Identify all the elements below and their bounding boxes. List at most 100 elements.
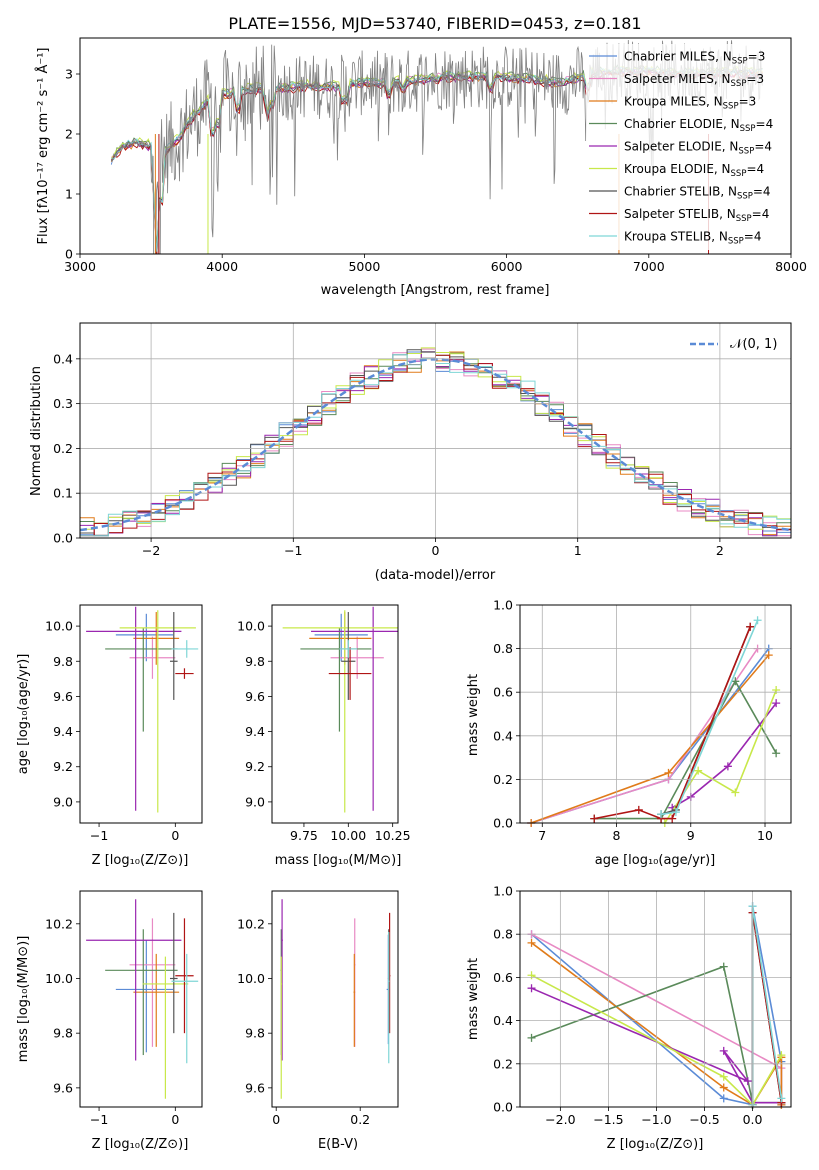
x-tick-label: 10.00 <box>330 828 366 843</box>
weight-vs-age-xlabel: age [log₁₀(age/yr)] <box>595 853 716 868</box>
y-tick-label: 10.2 <box>45 916 73 931</box>
weight-vs-Z-axes: −2.0 −1.5 −1.0 −0.5 0.0 0.0 0.2 0.4 0.6 0.8 1.0 <box>493 884 792 1127</box>
legend-subscript: SSP <box>737 192 753 202</box>
mass-vs-ebv-plot-area <box>280 899 391 1099</box>
legend-subscript: SSP <box>728 237 744 247</box>
weight-marker-chabrier-elodie <box>731 677 740 686</box>
x-tick-label: 9 <box>687 828 695 843</box>
x-tick-label: 6000 <box>491 259 523 274</box>
x-tick-label: 8 <box>613 828 621 843</box>
weight-marker-salpeter-stelib <box>634 805 643 814</box>
x-tick-label: −1 <box>90 828 108 843</box>
age-vs-mass-panel: 9.75 10.00 10.25 9.0 9.2 9.4 9.6 9.8 10.0 mass [… <box>237 604 411 868</box>
legend-subscript: SSP <box>736 214 752 224</box>
y-tick-label: 9.6 <box>245 1080 265 1095</box>
y-tick-label: 0.6 <box>493 970 513 985</box>
weight-marker-kroupa-stelib <box>671 808 680 817</box>
residuals-legend: 𝒩(0, 1) <box>690 337 777 352</box>
age-vs-Z-ylabel: age [log₁₀(age/yr)] <box>16 654 31 775</box>
x-tick-label: 0.0 <box>743 1112 763 1127</box>
y-tick-label: 0.4 <box>53 351 73 366</box>
mass-vs-ebv-panel: 0 0.2 9.6 9.8 10.0 10.2 E(B-V) <box>237 890 399 1152</box>
y-tick-label: 10.0 <box>237 619 265 634</box>
weight-marker-chabrier-elodie <box>772 749 781 758</box>
mass-vs-Z-ylabel: mass [log₁₀(M/M⊙)] <box>16 936 31 1063</box>
legend-label-salpeter-stelib: Salpeter STELIB, NSSP=4 <box>624 207 769 224</box>
y-tick-label: 0.2 <box>493 1056 513 1071</box>
y-tick-label: 1.0 <box>493 598 513 613</box>
age-vs-Z-axes: −1 0 9.0 9.2 9.4 9.6 9.8 10.0 <box>45 604 203 843</box>
mass-vs-ebv-axes: 0 0.2 9.6 9.8 10.0 10.2 <box>237 890 399 1127</box>
x-tick-label: −0.5 <box>689 1112 719 1127</box>
y-tick-label: 10.0 <box>45 619 73 634</box>
y-tick-label: 0.8 <box>493 927 513 942</box>
weight-marker-kroupa-elodie <box>772 686 781 695</box>
weight-marker-chabrier-elodie <box>527 1033 536 1042</box>
legend-subscript: SSP <box>723 102 739 112</box>
spectrum-axes: 3000 4000 5000 6000 7000 8000 0 1 2 3 <box>64 37 807 274</box>
y-tick-label: 0.0 <box>53 531 73 546</box>
age-vs-mass-axes: 9.75 10.00 10.25 9.0 9.2 9.4 9.6 9.8 10.0 <box>237 604 411 843</box>
mass-vs-Z-panel: −1 0 9.6 9.8 10.0 10.2 Z [log₁₀(Z/Z⊙)] mass [… <box>16 890 203 1152</box>
residuals-ylabel: Normed distribution <box>29 366 44 496</box>
y-tick-label: 1.0 <box>493 884 513 899</box>
x-tick-label: 9.75 <box>290 828 318 843</box>
weight-marker-salpeter-elodie <box>527 984 536 993</box>
weight-line-salpeter-stelib <box>751 912 783 1105</box>
legend-label-salpeter-miles: Salpeter MILES, NSSP=3 <box>624 72 764 89</box>
legend-normal-label: 𝒩(0, 1) <box>730 337 777 352</box>
y-tick-label: 10.0 <box>45 971 73 986</box>
x-tick-label: 8000 <box>775 259 807 274</box>
weight-line-chabrier-elodie <box>594 679 777 820</box>
y-tick-label: 10.2 <box>237 916 265 931</box>
weight-marker-kroupa-stelib <box>753 616 762 625</box>
y-tick-label: 9.4 <box>53 724 73 739</box>
y-tick-label: 0.4 <box>493 1013 513 1028</box>
y-tick-label: 9.0 <box>53 794 73 809</box>
weight-line-chabrier-stelib <box>660 626 751 816</box>
legend-value: =3 <box>746 72 764 86</box>
legend-subscript: SSP <box>731 79 747 89</box>
y-tick-label: 0.8 <box>493 641 513 656</box>
y-tick-label: 3 <box>65 67 73 82</box>
y-tick-label: 0.3 <box>53 396 73 411</box>
weight-marker-salpeter-elodie <box>743 1077 752 1086</box>
x-tick-label: 0 <box>432 543 440 558</box>
y-tick-label: 1 <box>65 187 73 202</box>
weight-line-kroupa-stelib <box>660 619 759 816</box>
x-tick-label: 2 <box>716 543 724 558</box>
axes-frame <box>79 890 203 1108</box>
legend-value: =4 <box>752 207 770 221</box>
weight-marker-salpeter-stelib <box>590 814 599 823</box>
y-tick-label: 9.6 <box>53 689 73 704</box>
y-tick-label: 9.2 <box>53 759 73 774</box>
y-tick-label: 9.4 <box>245 724 265 739</box>
spectrum-ylabel: Flux [fλ10⁻¹⁷ erg cm⁻² s⁻¹ Å⁻¹] <box>35 48 51 245</box>
y-tick-label: 9.2 <box>245 759 265 774</box>
weight-line-kroupa-miles <box>530 654 770 824</box>
weight-vs-age-ylabel: mass weight <box>466 674 481 756</box>
legend-value: =4 <box>746 162 764 176</box>
x-tick-label: 4000 <box>206 259 238 274</box>
y-tick-label: 9.6 <box>245 689 265 704</box>
age-vs-mass-plot-area <box>282 606 398 813</box>
x-tick-label: 7 <box>538 828 546 843</box>
weight-marker-chabrier-miles <box>719 1094 728 1103</box>
legend-value: =3 <box>739 95 757 109</box>
y-tick-label: 9.8 <box>53 1026 73 1041</box>
x-tick-label: 1 <box>574 543 582 558</box>
age-vs-Z-panel: −1 0 9.0 9.2 9.4 9.6 9.8 10.0 Z [log₁₀(Z/Z⊙)] a… <box>16 604 203 868</box>
weight-line-salpeter-stelib <box>594 626 751 820</box>
weight-vs-Z-ylabel: mass weight <box>466 958 481 1040</box>
y-tick-label: 0.2 <box>53 441 73 456</box>
y-tick-label: 0.0 <box>493 816 513 831</box>
x-tick-label: 3000 <box>64 259 96 274</box>
y-tick-label: 9.6 <box>53 1080 73 1095</box>
weight-marker-kroupa-elodie <box>719 1072 728 1081</box>
legend-value: =4 <box>756 117 774 131</box>
axes-frame <box>519 890 792 1108</box>
legend-subscript: SSP <box>740 124 756 134</box>
y-tick-label: 2 <box>65 127 73 142</box>
legend-subscript: SSP <box>732 57 748 67</box>
weight-vs-age-axes: 7 8 9 10 0.0 0.2 0.4 0.6 0.8 1.0 <box>493 598 792 843</box>
